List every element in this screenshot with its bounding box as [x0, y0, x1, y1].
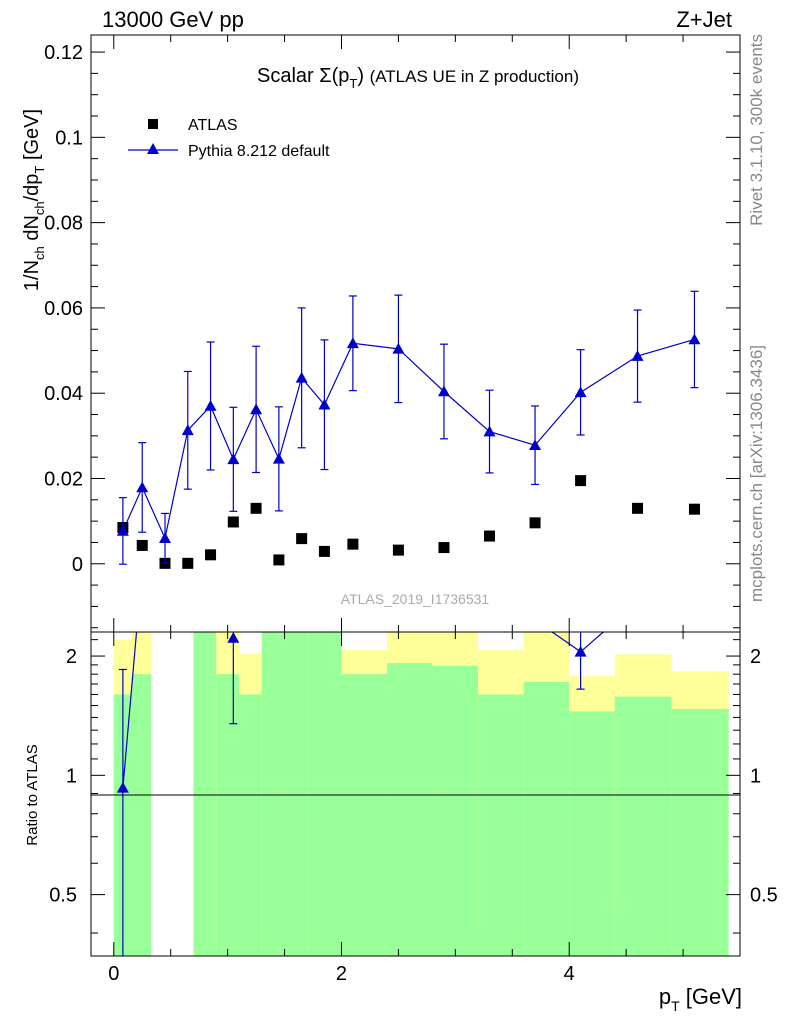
ratio-axis-ticks: 0.5 0.5 1 1 2 2 0 2 4 — [49, 632, 778, 985]
atlas-data-point — [250, 502, 262, 514]
ratio-panel: 0.5 0.5 1 1 2 2 0 2 4 Ratio to ATLAS — [24, 631, 778, 985]
mc-data-point — [437, 385, 450, 397]
mcplots-label: mcplots.cern.ch [arXiv:1306.3436] — [747, 345, 766, 602]
y-tick-label: 0.1 — [55, 127, 83, 149]
ratio-y-tick-label-right: 1 — [750, 765, 761, 787]
mc-data-point — [204, 399, 217, 411]
ratio-data-point — [116, 781, 129, 793]
y-tick-label: 0.02 — [44, 468, 83, 490]
legend-label-mc: Pythia 8.212 default — [188, 143, 330, 160]
mc-data-point — [181, 424, 194, 436]
header-right-label: Z+Jet — [676, 7, 732, 32]
main-axis-ticks: 0 0.02 0.04 0.06 0.08 0.1 0.12 — [44, 35, 740, 632]
ratio-inner-band — [569, 711, 615, 956]
atlas-data-point — [182, 557, 194, 569]
mc-data-point — [392, 342, 405, 354]
mc-data-point — [295, 371, 308, 383]
ratio-y-tick-label: 1 — [66, 765, 77, 787]
mc-data-point — [250, 403, 263, 415]
ratio-inner-band — [131, 674, 152, 956]
atlas-data-point — [688, 503, 700, 515]
ratio-data-point — [574, 645, 587, 657]
ratio-inner-band — [193, 632, 217, 956]
ratio-inner-band — [216, 674, 240, 956]
ratio-series-line — [580, 631, 604, 653]
ratio-y-tick-label-right: 0.5 — [750, 885, 778, 907]
atlas-data-point — [205, 549, 217, 561]
atlas-data-point — [632, 502, 644, 514]
legend-marker-atlas — [148, 119, 158, 129]
ratio-data-point — [227, 632, 240, 643]
y-tick-label: 0.08 — [44, 213, 83, 235]
mc-data-point — [529, 439, 542, 451]
ratio-y-axis-title: Ratio to ATLAS — [24, 744, 41, 845]
y-tick-label: 0 — [72, 554, 83, 576]
atlas-data-point — [347, 538, 359, 550]
ratio-inner-band — [261, 632, 285, 956]
atlas-data-point — [318, 545, 330, 557]
x-tick-label: 4 — [564, 963, 575, 985]
x-tick-label: 0 — [108, 963, 119, 985]
ratio-inner-band — [478, 694, 524, 956]
atlas-data-point — [273, 554, 285, 566]
mc-data-point — [318, 398, 331, 410]
y-tick-label: 0.06 — [44, 298, 83, 320]
mc-data-point — [631, 350, 644, 361]
ratio-panel-frame — [90, 631, 741, 957]
y-tick-label: 0.04 — [44, 383, 83, 405]
mc-data-point — [136, 481, 149, 493]
legend-label-atlas: ATLAS — [188, 117, 238, 134]
ratio-inner-band — [671, 709, 729, 956]
header-left-label: 13000 GeV pp — [102, 7, 244, 32]
ratio-series-group — [116, 631, 604, 956]
legend-marker-mc — [147, 143, 159, 154]
mc-data-point — [688, 333, 701, 345]
mc-data-point — [159, 532, 172, 543]
ratio-inner-band — [614, 696, 672, 956]
ratio-inner-band — [284, 632, 308, 956]
ratio-y-tick-label: 0.5 — [49, 885, 77, 907]
atlas-data-point — [529, 517, 541, 529]
mc-data-point — [116, 524, 129, 536]
ratio-y-tick-label: 2 — [66, 646, 77, 668]
main-series-group — [116, 290, 701, 569]
x-axis-title: pT [GeV] — [659, 984, 742, 1014]
mc-data-point — [227, 453, 240, 465]
ratio-series-line — [122, 631, 138, 788]
ratio-inner-band — [239, 694, 262, 956]
legend: ATLAS Pythia 8.212 default — [128, 117, 330, 160]
main-y-axis-title: 1/Nch dNch/dpT [GeV] — [21, 109, 47, 291]
atlas-data-point — [296, 533, 308, 545]
ratio-inner-band — [432, 665, 479, 956]
atlas-data-point — [136, 539, 148, 551]
mc-data-point — [272, 452, 285, 464]
mc-data-point — [346, 337, 359, 349]
mc-data-point — [574, 386, 587, 398]
main-title: Scalar Σ(pT) (ATLAS UE in Z production) — [257, 65, 579, 91]
main-panel: 0 0.02 0.04 0.06 0.08 0.1 0.12 Scalar Σ(pT) (A… — [21, 34, 741, 633]
atlas-data-point — [484, 530, 496, 542]
ratio-inner-band — [523, 682, 570, 956]
x-tick-label: 2 — [336, 963, 347, 985]
ratio-y-tick-label-right: 2 — [750, 646, 761, 668]
ratio-bands — [113, 632, 729, 956]
ratio-inner-band — [387, 663, 433, 956]
mc-series-line — [122, 338, 695, 541]
mc-data-point — [483, 425, 496, 437]
ratio-series-line — [551, 631, 581, 653]
analysis-label: ATLAS_2019_I1736531 — [341, 591, 490, 607]
rivet-label: Rivet 3.1.10, 300k events — [747, 34, 766, 226]
atlas-data-point — [227, 516, 239, 528]
ratio-inner-band — [307, 632, 342, 956]
atlas-data-point — [438, 542, 450, 554]
y-tick-label: 0.12 — [44, 42, 83, 64]
ratio-inner-band — [341, 674, 388, 956]
atlas-data-point — [575, 475, 587, 487]
atlas-data-point — [392, 544, 404, 556]
